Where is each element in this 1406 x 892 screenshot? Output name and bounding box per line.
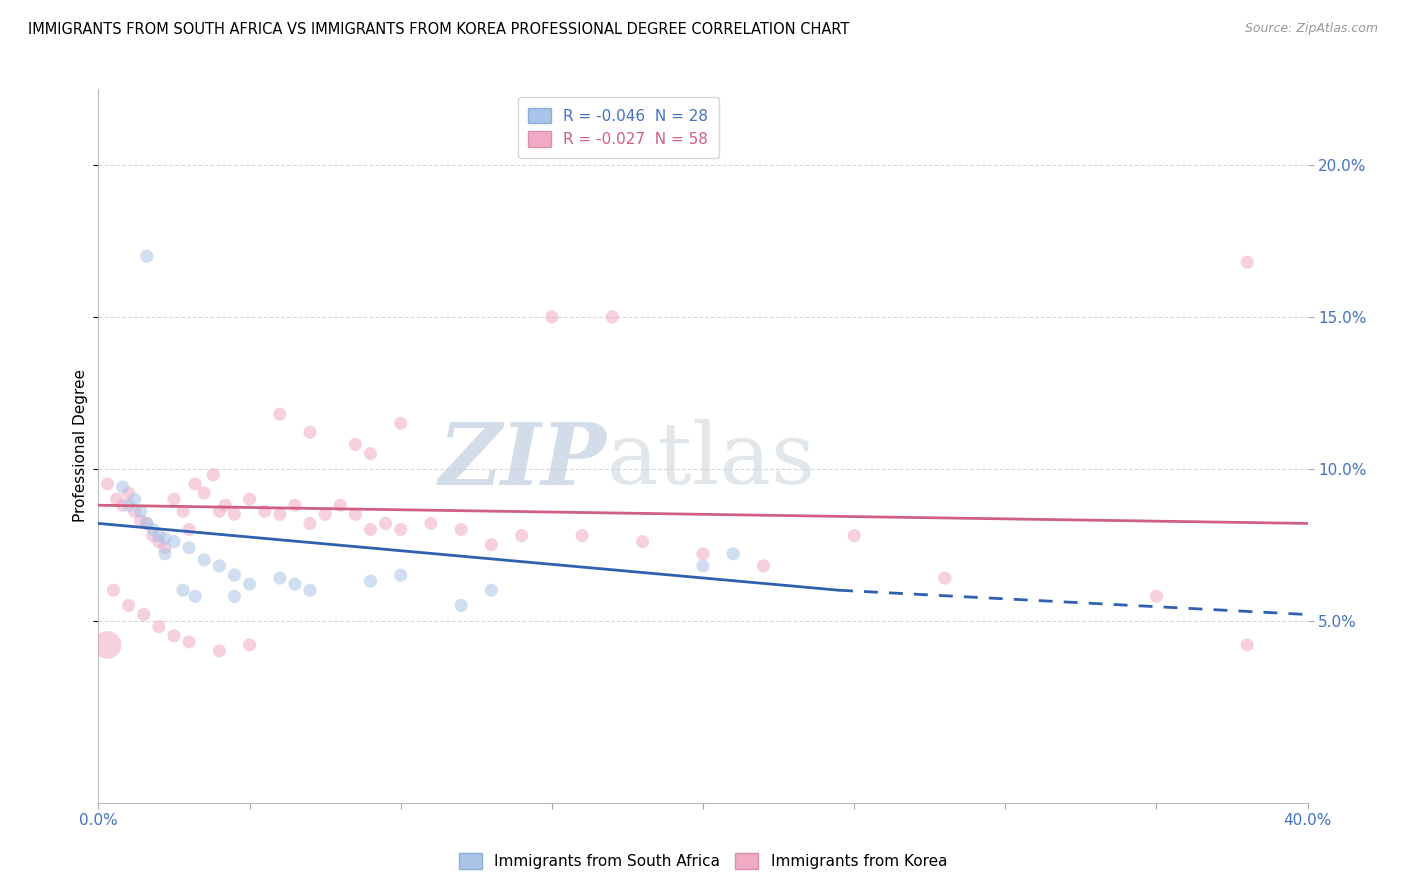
Point (299, 425, 322, 440)
Point (148, 534, 170, 549)
Point (129, 513, 152, 527)
Point (163, 629, 186, 643)
Point (239, 492, 262, 507)
Point (172, 583, 194, 598)
Point (142, 523, 165, 537)
Point (631, 534, 654, 549)
Point (540, 310, 562, 324)
Point (153, 547, 176, 561)
Point (450, 599, 472, 613)
Point (202, 467, 225, 482)
Point (510, 528, 533, 542)
Point (360, 574, 382, 588)
Legend: Immigrants from South Africa, Immigrants from Korea: Immigrants from South Africa, Immigrants… (453, 847, 953, 875)
Point (224, 508, 246, 522)
Point (111, 498, 134, 512)
Point (269, 508, 291, 522)
Y-axis label: Professional Degree: Professional Degree (73, 369, 89, 523)
Point (450, 523, 472, 537)
Point (148, 528, 170, 542)
Point (1236, 638, 1258, 652)
Point (692, 558, 714, 573)
Point (571, 528, 593, 542)
Point (124, 504, 146, 518)
Point (844, 528, 866, 542)
Legend: R = -0.046  N = 28, R = -0.027  N = 58: R = -0.046 N = 28, R = -0.027 N = 58 (517, 97, 718, 158)
Point (214, 498, 236, 512)
Point (208, 504, 231, 518)
Point (723, 547, 745, 561)
Point (344, 508, 367, 522)
Point (163, 534, 186, 549)
Point (118, 599, 141, 613)
Text: IMMIGRANTS FROM SOUTH AFRICA VS IMMIGRANTS FROM KOREA PROFESSIONAL DEGREE CORREL: IMMIGRANTS FROM SOUTH AFRICA VS IMMIGRAN… (28, 22, 849, 37)
Text: atlas: atlas (606, 418, 815, 502)
Point (1236, 255, 1258, 269)
Point (239, 638, 262, 652)
Point (96, 477, 118, 491)
Point (124, 492, 146, 507)
Point (1144, 590, 1167, 604)
Point (103, 583, 125, 598)
Point (179, 635, 201, 649)
Point (239, 577, 262, 591)
Point (692, 547, 714, 561)
Point (135, 516, 157, 531)
Point (934, 571, 956, 585)
Point (284, 498, 307, 512)
Point (360, 447, 382, 461)
Point (142, 528, 165, 542)
Point (111, 480, 134, 494)
Point (224, 590, 246, 604)
Point (135, 516, 157, 531)
Point (193, 486, 215, 500)
Point (269, 571, 291, 585)
Point (329, 498, 352, 512)
Point (184, 590, 207, 604)
Text: ZIP: ZIP (439, 418, 606, 502)
Point (129, 504, 152, 518)
Point (208, 644, 231, 658)
Point (360, 523, 382, 537)
Point (752, 558, 775, 573)
Point (163, 492, 186, 507)
Point (153, 532, 176, 546)
Point (269, 407, 291, 421)
Point (184, 477, 207, 491)
Point (299, 583, 322, 598)
Point (132, 607, 155, 622)
Point (389, 568, 412, 582)
Point (481, 583, 503, 598)
Point (96, 638, 118, 652)
Point (179, 523, 201, 537)
Point (153, 541, 176, 555)
Point (224, 568, 246, 582)
Point (299, 516, 322, 531)
Point (389, 416, 412, 430)
Point (481, 538, 503, 552)
Point (135, 249, 157, 263)
Point (172, 504, 194, 518)
Point (118, 486, 141, 500)
Point (314, 508, 336, 522)
Point (284, 577, 307, 591)
Point (253, 504, 276, 518)
Point (344, 437, 367, 451)
Point (389, 523, 412, 537)
Point (420, 516, 443, 531)
Point (118, 498, 141, 512)
Text: Source: ZipAtlas.com: Source: ZipAtlas.com (1244, 22, 1378, 36)
Point (374, 516, 396, 531)
Point (148, 620, 170, 634)
Point (193, 553, 215, 567)
Point (208, 558, 231, 573)
Point (179, 541, 201, 555)
Point (105, 492, 128, 507)
Point (602, 310, 624, 324)
